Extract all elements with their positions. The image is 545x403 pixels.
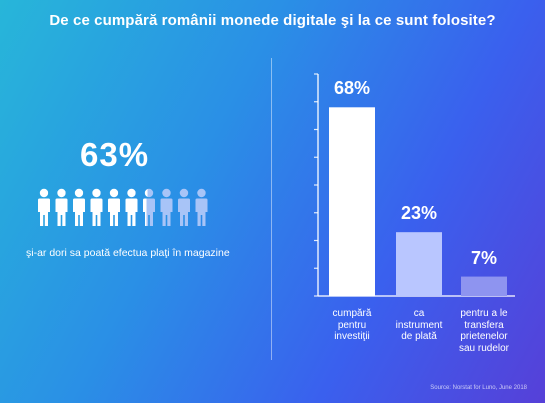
page-title: De ce cumpără românii monede digitale şi… <box>49 12 496 29</box>
stat-caption: şi-ar dori sa poată efectua plaţi în mag… <box>26 247 230 259</box>
person-icon <box>90 188 103 226</box>
bar-value-label: 23% <box>400 203 438 224</box>
headline-percentage: 63% <box>80 136 150 173</box>
person-icon <box>143 188 155 226</box>
divider <box>271 58 272 360</box>
bar <box>329 107 375 296</box>
person-icon <box>178 188 190 226</box>
person-icon <box>195 188 208 226</box>
person-icon <box>38 188 50 226</box>
bar <box>461 276 507 296</box>
bar-category-label: pentru a le transfera prietenelor sau rudel… <box>458 308 510 354</box>
person-icon <box>108 188 120 226</box>
bar <box>396 232 442 296</box>
bar-value-label: 68% <box>333 78 371 99</box>
person-icon <box>160 188 173 226</box>
bar-category-label: cumpără pentru investiţii <box>332 308 372 342</box>
bar-value-label: 7% <box>470 247 497 268</box>
bar-category-label: ca instrument de plată <box>395 308 443 342</box>
person-icon <box>125 188 138 226</box>
person-icon <box>55 188 68 226</box>
person-icon <box>73 188 85 226</box>
people-icon-row <box>38 188 208 226</box>
source-note: Source: Norstat for Luno, June 2018 <box>430 385 527 391</box>
